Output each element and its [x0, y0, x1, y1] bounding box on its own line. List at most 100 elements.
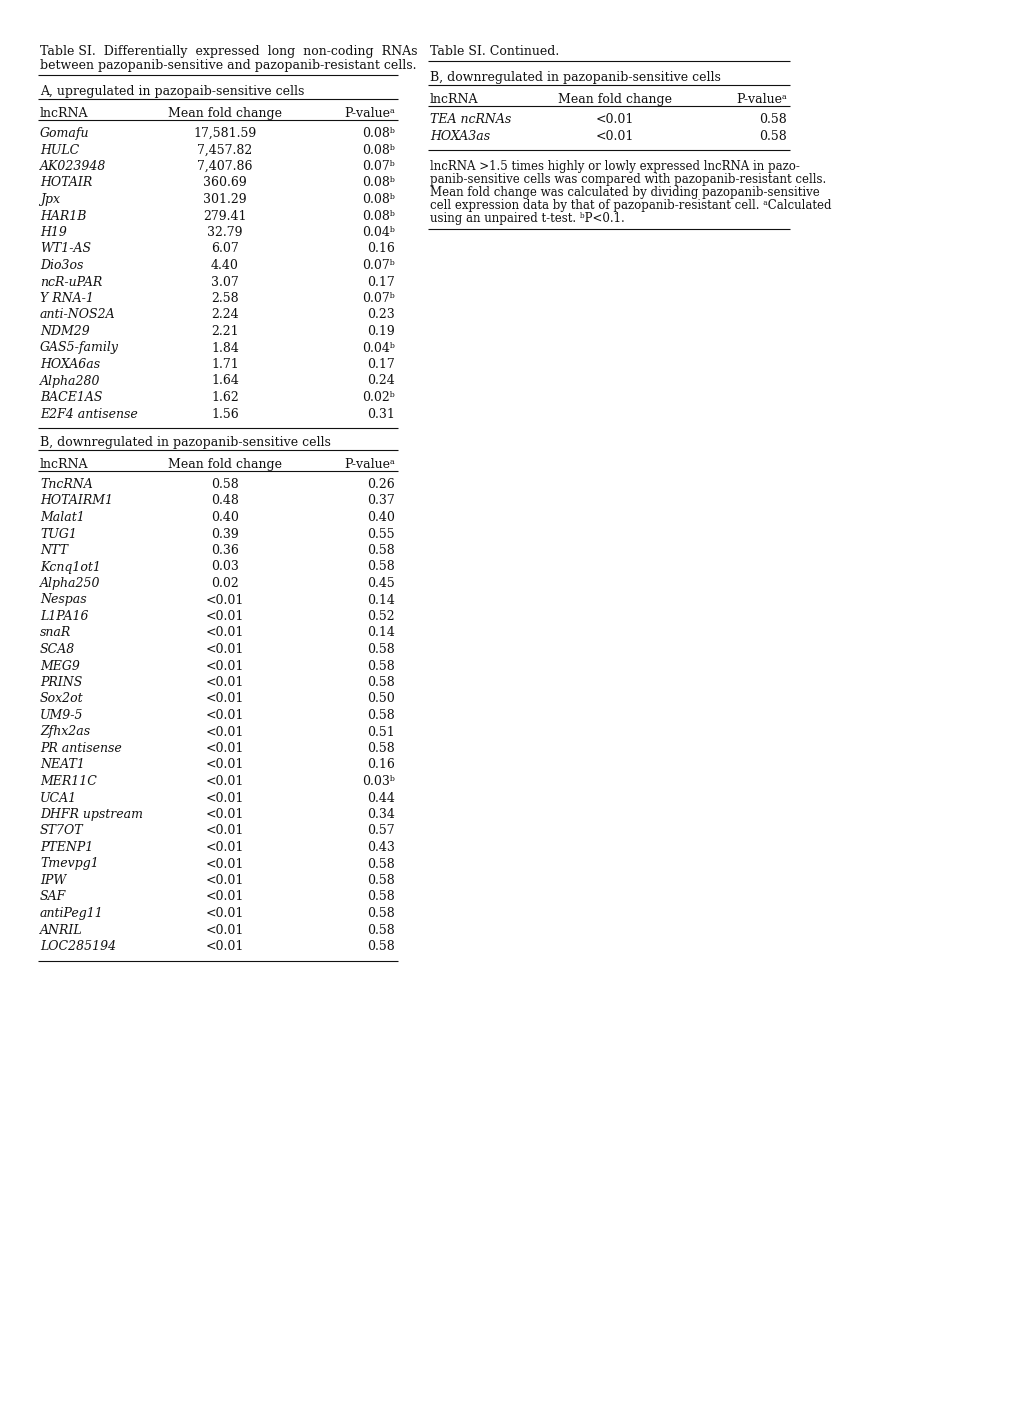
Text: 0.37: 0.37: [367, 494, 394, 507]
Text: DHFR upstream: DHFR upstream: [40, 808, 143, 821]
Text: 0.04ᵇ: 0.04ᵇ: [362, 227, 394, 239]
Text: 0.07ᵇ: 0.07ᵇ: [362, 259, 394, 272]
Text: 0.14: 0.14: [367, 594, 394, 607]
Text: Mean fold change was calculated by dividing pazopanib-sensitive: Mean fold change was calculated by divid…: [430, 186, 819, 199]
Text: 0.23: 0.23: [367, 308, 394, 321]
Text: 7,407.86: 7,407.86: [197, 161, 253, 173]
Text: 0.14: 0.14: [367, 627, 394, 639]
Text: Tmevpg1: Tmevpg1: [40, 857, 99, 870]
Text: cell expression data by that of pazopanib-resistant cell. ᵃCalculated: cell expression data by that of pazopani…: [430, 199, 830, 213]
Text: 0.03ᵇ: 0.03ᵇ: [362, 774, 394, 788]
Text: 0.58: 0.58: [367, 890, 394, 904]
Text: <0.01: <0.01: [206, 725, 244, 739]
Text: 2.21: 2.21: [211, 325, 238, 338]
Text: <0.01: <0.01: [206, 890, 244, 904]
Text: 1.62: 1.62: [211, 391, 238, 404]
Text: <0.01: <0.01: [595, 113, 634, 125]
Text: PRINS: PRINS: [40, 676, 83, 689]
Text: Kcnq1ot1: Kcnq1ot1: [40, 560, 101, 573]
Text: 0.58: 0.58: [367, 907, 394, 919]
Text: 0.08ᵇ: 0.08ᵇ: [362, 144, 394, 156]
Text: <0.01: <0.01: [206, 791, 244, 804]
Text: 0.03: 0.03: [211, 560, 238, 573]
Text: 1.71: 1.71: [211, 358, 238, 370]
Text: TncRNA: TncRNA: [40, 477, 93, 491]
Text: Alpha250: Alpha250: [40, 577, 101, 590]
Text: 0.58: 0.58: [758, 130, 787, 142]
Text: <0.01: <0.01: [206, 610, 244, 622]
Text: 0.58: 0.58: [367, 874, 394, 887]
Text: LOC285194: LOC285194: [40, 941, 116, 953]
Text: <0.01: <0.01: [595, 130, 634, 142]
Text: TUG1: TUG1: [40, 528, 76, 541]
Text: lncRNA: lncRNA: [430, 93, 478, 106]
Text: 6.07: 6.07: [211, 242, 238, 255]
Text: <0.01: <0.01: [206, 924, 244, 936]
Text: 0.26: 0.26: [367, 477, 394, 491]
Text: Table SI. Continued.: Table SI. Continued.: [430, 45, 558, 58]
Text: panib-sensitive cells was compared with pazopanib-resistant cells.: panib-sensitive cells was compared with …: [430, 173, 825, 186]
Text: 4.40: 4.40: [211, 259, 238, 272]
Text: <0.01: <0.01: [206, 742, 244, 755]
Text: <0.01: <0.01: [206, 676, 244, 689]
Text: Mean fold change: Mean fold change: [168, 107, 281, 120]
Text: HULC: HULC: [40, 144, 79, 156]
Text: 2.58: 2.58: [211, 291, 238, 306]
Text: <0.01: <0.01: [206, 774, 244, 788]
Text: 0.31: 0.31: [367, 407, 394, 421]
Text: 0.58: 0.58: [367, 941, 394, 953]
Text: BACE1AS: BACE1AS: [40, 391, 102, 404]
Text: ANRIL: ANRIL: [40, 924, 83, 936]
Text: 0.58: 0.58: [367, 676, 394, 689]
Text: 0.40: 0.40: [367, 511, 394, 524]
Text: 0.08ᵇ: 0.08ᵇ: [362, 193, 394, 206]
Text: AK023948: AK023948: [40, 161, 106, 173]
Text: 17,581.59: 17,581.59: [194, 127, 257, 139]
Text: 0.52: 0.52: [367, 610, 394, 622]
Text: <0.01: <0.01: [206, 841, 244, 855]
Text: <0.01: <0.01: [206, 874, 244, 887]
Text: P-valueᵃ: P-valueᵃ: [343, 107, 394, 120]
Text: 0.58: 0.58: [367, 643, 394, 656]
Text: 0.39: 0.39: [211, 528, 238, 541]
Text: 3.07: 3.07: [211, 276, 238, 289]
Text: 0.16: 0.16: [367, 242, 394, 255]
Text: 0.17: 0.17: [367, 276, 394, 289]
Text: E2F4 antisense: E2F4 antisense: [40, 407, 138, 421]
Text: Jpx: Jpx: [40, 193, 60, 206]
Text: 0.48: 0.48: [211, 494, 238, 507]
Text: 0.04ᵇ: 0.04ᵇ: [362, 342, 394, 355]
Text: SCA8: SCA8: [40, 643, 75, 656]
Text: <0.01: <0.01: [206, 941, 244, 953]
Text: 279.41: 279.41: [203, 210, 247, 222]
Text: Mean fold change: Mean fold change: [168, 458, 281, 472]
Text: 0.34: 0.34: [367, 808, 394, 821]
Text: Malat1: Malat1: [40, 511, 85, 524]
Text: 7,457.82: 7,457.82: [198, 144, 253, 156]
Text: between pazopanib-sensitive and pazopanib-resistant cells.: between pazopanib-sensitive and pazopani…: [40, 59, 416, 72]
Text: 0.58: 0.58: [758, 113, 787, 125]
Text: lncRNA >1.5 times highly or lowly expressed lncRNA in pazo-: lncRNA >1.5 times highly or lowly expres…: [430, 161, 799, 173]
Text: TEA ncRNAs: TEA ncRNAs: [430, 113, 511, 125]
Text: 0.58: 0.58: [367, 560, 394, 573]
Text: 301.29: 301.29: [203, 193, 247, 206]
Text: IPW: IPW: [40, 874, 66, 887]
Text: 0.43: 0.43: [367, 841, 394, 855]
Text: NTT: NTT: [40, 543, 68, 558]
Text: SAF: SAF: [40, 890, 66, 904]
Text: using an unpaired t-test. ᵇP<0.1.: using an unpaired t-test. ᵇP<0.1.: [430, 213, 625, 225]
Text: HOXA6as: HOXA6as: [40, 358, 100, 370]
Text: 0.58: 0.58: [211, 477, 238, 491]
Text: <0.01: <0.01: [206, 808, 244, 821]
Text: antiPeg11: antiPeg11: [40, 907, 104, 919]
Text: UCA1: UCA1: [40, 791, 77, 804]
Text: <0.01: <0.01: [206, 659, 244, 673]
Text: 0.55: 0.55: [367, 528, 394, 541]
Text: 0.16: 0.16: [367, 759, 394, 772]
Text: Nespas: Nespas: [40, 594, 87, 607]
Text: P-valueᵃ: P-valueᵃ: [343, 458, 394, 472]
Text: <0.01: <0.01: [206, 857, 244, 870]
Text: HOTAIR: HOTAIR: [40, 176, 92, 190]
Text: 0.57: 0.57: [367, 825, 394, 838]
Text: 0.07ᵇ: 0.07ᵇ: [362, 291, 394, 306]
